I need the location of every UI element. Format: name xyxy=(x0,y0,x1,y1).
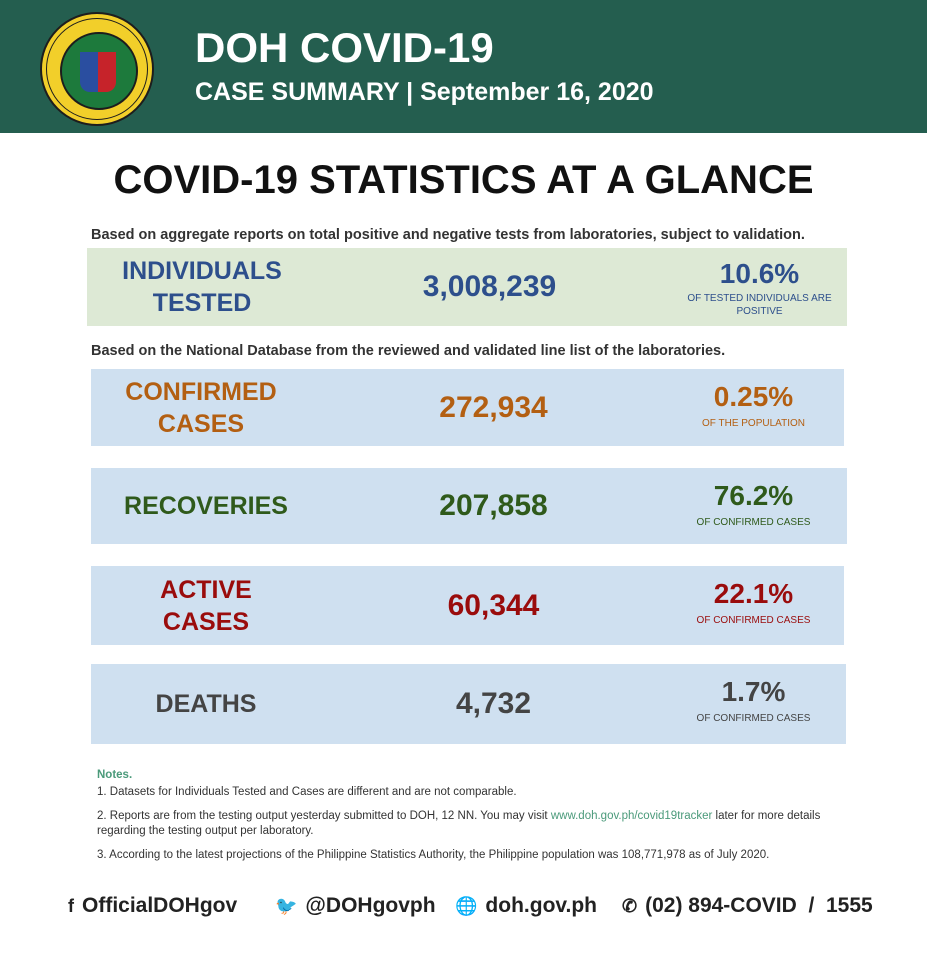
recoveries-pct: 76.2% xyxy=(713,480,794,511)
tested-label-2: TESTED xyxy=(152,289,252,317)
facebook-contact[interactable]: f OfficialDOHgov xyxy=(68,894,237,918)
phone-icon: ✆ xyxy=(622,896,638,916)
active-pct: 22.1% xyxy=(713,578,794,609)
confirmed-row: CONFIRMED CASES 272,934 0.25% OF THE POPUL… xyxy=(91,369,844,446)
confirmed-pct-note: OF THE POPULATION xyxy=(702,418,805,429)
tested-source-note: Based on aggregate reports on total posi… xyxy=(91,227,805,243)
confirmed-label-2: CASES xyxy=(157,409,245,438)
recoveries-value: 207,858 xyxy=(439,489,548,522)
phone-number: (02) 894-COVID / 1555 xyxy=(645,894,873,917)
confirmed-value: 272,934 xyxy=(439,390,548,424)
twitter-icon: 🐦 xyxy=(275,896,298,916)
cases-source-note: Based on the National Database from the … xyxy=(91,343,726,359)
individuals-tested-row: INDIVIDUALS TESTED 3,008,239 10.6% OF TEST… xyxy=(87,248,847,326)
note-2-text: 2. Reports are from the testing output y… xyxy=(97,810,551,822)
notes-title: Notes. xyxy=(97,769,133,781)
active-value: 60,344 xyxy=(447,588,540,622)
footer: f OfficialDOHgov 🐦 @DOHgovph 🌐 doh.gov.ph ✆… xyxy=(0,880,927,932)
confirmed-pct: 0.25% xyxy=(713,381,794,412)
note-2-text-end: later for more details regarding the tes… xyxy=(97,810,821,837)
active-label-2: CASES xyxy=(162,607,250,636)
note-3: 3. According to the latest projections o… xyxy=(97,849,770,861)
note-1: 1. Datasets for Individuals Tested and C… xyxy=(97,786,517,798)
active-cases-row: ACTIVE CASES 60,344 22.1% OF CONFIRMED CAS… xyxy=(91,566,844,645)
header-title: DOH COVID-19 xyxy=(195,24,494,71)
header-subtitle: CASE SUMMARY | September 16, 2020 xyxy=(195,78,654,106)
tested-pct-note: OF TESTED INDIVIDUALS ARE POSITIVE xyxy=(687,293,832,317)
notes-section: Notes. 1. Datasets for Individuals Teste… xyxy=(97,768,847,872)
twitter-handle: @DOHgovph xyxy=(305,894,436,917)
tracker-link[interactable]: www.doh.gov.ph/covid19tracker xyxy=(550,810,713,822)
recoveries-pct-note: OF CONFIRMED CASES xyxy=(696,517,811,528)
phone-contact: ✆ (02) 894-COVID / 1555 xyxy=(622,894,873,918)
recoveries-row: RECOVERIES 207,858 76.2% OF CONFIRMED CAS… xyxy=(91,468,847,544)
website-contact[interactable]: 🌐 doh.gov.ph xyxy=(455,894,597,918)
deaths-value: 4,732 xyxy=(455,687,532,720)
active-label: ACTIVE xyxy=(160,575,252,604)
facebook-icon: f xyxy=(68,896,74,916)
deaths-row: DEATHS 4,732 1.7% OF CONFIRMED CASES xyxy=(91,664,846,744)
recoveries-label: RECOVERIES xyxy=(124,492,288,520)
confirmed-label: CONFIRMED xyxy=(125,377,277,406)
tested-label: INDIVIDUALS xyxy=(122,257,282,285)
deaths-label: DEATHS xyxy=(155,690,257,718)
active-pct-note: OF CONFIRMED CASES xyxy=(696,615,811,626)
deaths-pct: 1.7% xyxy=(721,676,786,707)
deaths-pct-note: OF CONFIRMED CASES xyxy=(696,713,811,724)
tested-value: 3,008,239 xyxy=(422,270,557,303)
website-url: doh.gov.ph xyxy=(485,894,598,917)
twitter-contact[interactable]: 🐦 @DOHgovph xyxy=(275,894,436,918)
page-title: COVID-19 STATISTICS AT A GLANCE xyxy=(113,158,814,202)
tested-pct: 10.6% xyxy=(719,258,800,289)
header: DOH COVID-19 CASE SUMMARY | September 16… xyxy=(0,0,927,133)
facebook-handle: OfficialDOHgov xyxy=(82,894,238,917)
doh-seal-logo xyxy=(40,12,154,126)
globe-icon: 🌐 xyxy=(455,896,478,916)
note-2: 2. Reports are from the testing output y… xyxy=(97,809,847,839)
